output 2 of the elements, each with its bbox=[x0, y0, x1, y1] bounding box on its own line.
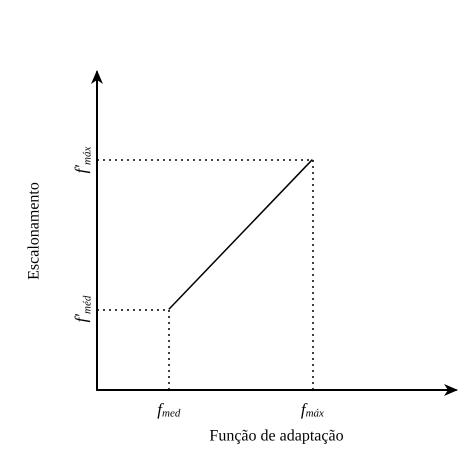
x-axis-title: Função de adaptação bbox=[209, 428, 344, 444]
y-axis-title: Escalonamento bbox=[26, 182, 42, 280]
